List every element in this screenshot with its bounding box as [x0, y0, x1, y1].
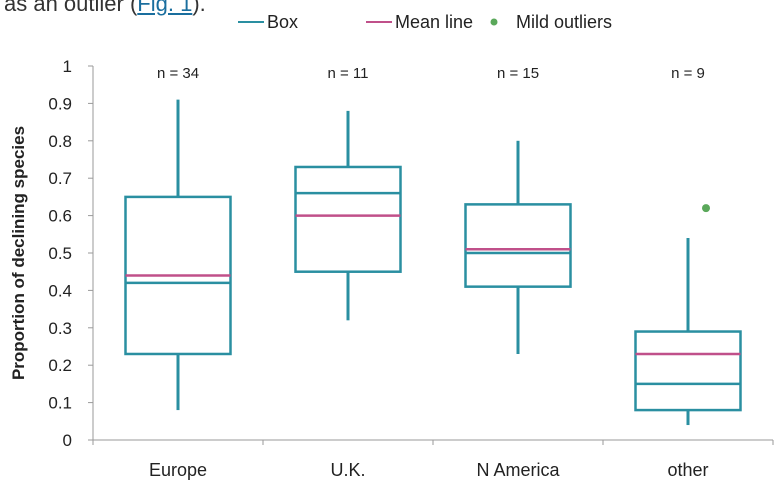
y-tick-label: 0.7 — [48, 169, 72, 188]
figure-link[interactable]: Fig. 1 — [137, 0, 193, 16]
box-other — [634, 204, 742, 426]
x-tick-label: N America — [476, 460, 560, 480]
n-label: n = 34 — [157, 65, 199, 82]
legend: Box Mean line Mild outliers — [238, 12, 612, 32]
legend-swatch-2 — [490, 18, 498, 26]
boxes — [124, 99, 742, 426]
box-europe — [124, 99, 232, 411]
y-tick-label: 0.4 — [48, 281, 72, 300]
y-tick-label: 0.5 — [48, 244, 72, 263]
iqr-box — [634, 330, 742, 412]
x-tick-label: Europe — [149, 460, 207, 480]
y-axis-label: Proportion of declining species — [9, 126, 28, 380]
n-label: n = 9 — [671, 65, 705, 82]
iqr-box — [294, 165, 402, 273]
legend-label-0: Box — [267, 12, 298, 32]
y-tick-label: 0 — [63, 431, 72, 450]
y-tick-label: 0.3 — [48, 319, 72, 338]
x-tick-label: U.K. — [330, 460, 365, 480]
caption-text: as an outlier (Fig. 1). — [4, 0, 206, 17]
y-tick-label: 0.8 — [48, 132, 72, 151]
y-tick-label: 1 — [63, 57, 72, 76]
y-tick-label: 0.9 — [48, 94, 72, 113]
box-n-america — [464, 140, 572, 354]
mild-outlier-point — [702, 204, 710, 213]
y-tick-label: 0.2 — [48, 356, 72, 375]
legend-label-1: Mean line — [395, 12, 473, 32]
n-label: n = 11 — [327, 65, 368, 82]
box-u-k- — [294, 110, 402, 321]
caption-prefix: as an outlier ( — [4, 0, 138, 16]
y-tick-label: 0.6 — [48, 207, 72, 226]
caption-suffix: ). — [192, 0, 206, 16]
y-tick-label: 0.1 — [48, 394, 72, 413]
iqr-box — [464, 203, 572, 288]
n-labels: n = 34 n = 11 n = 15 n = 9 — [157, 65, 705, 82]
axes: 0 0.1 0.2 0.3 0.4 0.5 0.6 0.7 0.8 0.9 1 Europe U.K. N… — [9, 57, 774, 480]
x-tick-label: other — [667, 460, 708, 480]
legend-label-2: Mild outliers — [516, 12, 612, 32]
n-label: n = 15 — [497, 65, 539, 82]
